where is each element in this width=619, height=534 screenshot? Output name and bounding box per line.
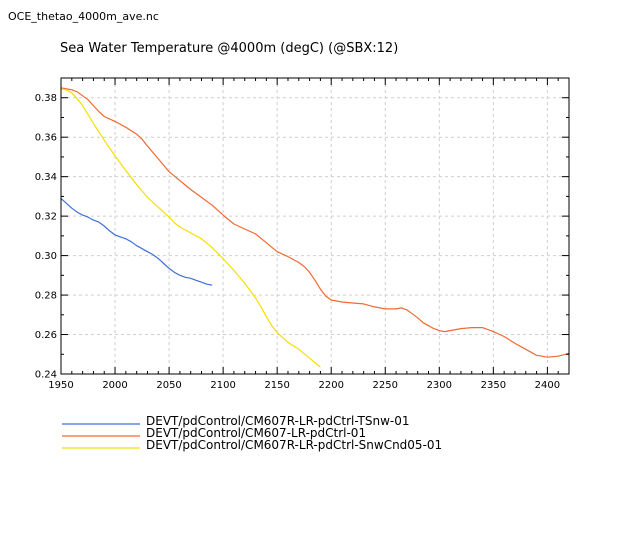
- file-name-label: OCE_thetao_4000m_ave.nc: [8, 10, 159, 23]
- x-tick-label: 2050: [156, 380, 181, 391]
- y-tick-label: 0.26: [35, 330, 57, 341]
- legend-label-1: DEVT/pdControl/CM607R-LR-pdCtrl-TSnw-01: [146, 414, 410, 428]
- x-tick-label: 1950: [48, 380, 73, 391]
- plot-area-background: [61, 78, 569, 374]
- y-tick-label: 0.34: [35, 172, 57, 183]
- x-tick-label: 2150: [264, 380, 289, 391]
- series-line-2: [60, 87, 570, 358]
- x-tick-label: 2250: [373, 380, 398, 391]
- x-tick-label: 2200: [318, 380, 343, 391]
- series-line-3: [60, 88, 321, 368]
- y-tick-label: 0.36: [35, 133, 57, 144]
- y-tick-label: 0.32: [35, 212, 57, 223]
- series-line-1: [60, 197, 213, 286]
- x-tick-label: 2300: [427, 380, 452, 391]
- y-tick-label: 0.30: [35, 251, 57, 262]
- y-tick-label: 0.24: [35, 370, 57, 381]
- y-tick-label: 0.38: [35, 93, 57, 104]
- x-tick-label: 2350: [481, 380, 506, 391]
- axis-ticks: 1950 2000 2050 2100 2150 2200 2250 2300 2350 2400…: [35, 78, 569, 391]
- x-tick-label: 2400: [535, 380, 560, 391]
- legend-label-3: DEVT/pdControl/CM607R-LR-pdCtrl-SnwCnd05…: [146, 438, 442, 452]
- series-layer: [60, 87, 570, 368]
- x-tick-label: 2000: [102, 380, 127, 391]
- legend-label-2: DEVT/pdControl/CM607-LR-pdCtrl-01: [146, 426, 366, 440]
- grid-lines: [61, 78, 569, 374]
- x-tick-label: 2100: [210, 380, 235, 391]
- legend: DEVT/pdControl/CM607R-LR-pdCtrl-TSnw-01D…: [62, 414, 442, 452]
- chart-title: Sea Water Temperature @4000m (degC) (@SB…: [60, 41, 399, 56]
- y-tick-label: 0.28: [35, 291, 57, 302]
- plot-frame: [60, 77, 570, 375]
